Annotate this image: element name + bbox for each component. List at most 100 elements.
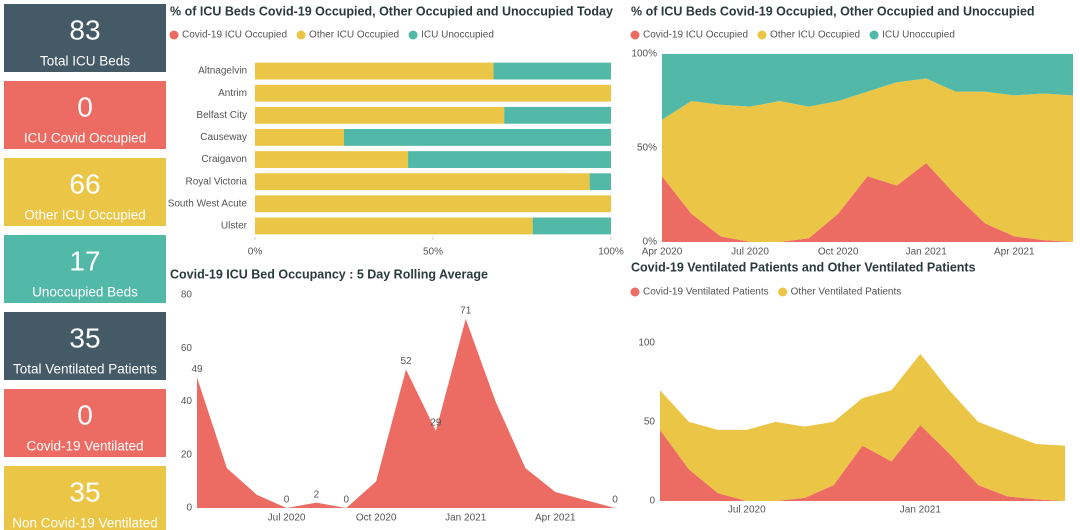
bar-segment	[255, 129, 344, 146]
y-tick-label: 0	[649, 496, 655, 507]
x-tick-label: Apr 2020	[642, 247, 683, 258]
x-tick-label: Oct 2020	[356, 513, 397, 524]
legend-swatch	[296, 30, 306, 40]
bar-segment	[255, 106, 505, 124]
bar-segment	[493, 62, 611, 80]
y-tick-label: Craigavon	[201, 154, 247, 165]
x-tick-label: Jul 2020	[731, 247, 769, 258]
kpi-value: 17	[69, 245, 100, 276]
x-tick-label: 50%	[423, 247, 443, 258]
data-label: 71	[460, 306, 472, 317]
y-tick-label: Antrim	[218, 88, 247, 99]
kpi-label: ICU Covid Occupied	[24, 131, 146, 146]
data-label: 29	[430, 417, 442, 428]
kpi-value: 83	[69, 14, 100, 45]
bar-segment	[532, 217, 611, 235]
kpi-card	[4, 158, 166, 226]
kpi-card	[4, 389, 166, 457]
y-tick-label: 50%	[637, 143, 657, 154]
legend-label: Other ICU Occupied	[770, 30, 860, 41]
kpi-value: 0	[77, 91, 93, 122]
legend-swatch	[630, 30, 640, 40]
x-tick-label: 100%	[598, 247, 624, 258]
legend-label: ICU Unoccupied	[882, 30, 955, 41]
legend-swatch	[630, 287, 640, 297]
kpi-card	[4, 81, 166, 149]
kpi-card	[4, 312, 166, 380]
data-label: 52	[400, 356, 412, 367]
bar-segment	[255, 173, 590, 191]
kpi-label: Non Covid-19 Ventilated	[12, 516, 158, 530]
chart-title: Covid-19 Ventilated Patients and Other V…	[631, 260, 976, 274]
kpi-value: 35	[69, 476, 100, 507]
y-tick-label: 20	[181, 449, 193, 460]
x-tick-label: Jan 2021	[900, 505, 942, 516]
bar-segment	[255, 151, 409, 168]
y-tick-label: South West Acute	[168, 198, 248, 209]
legend-label: Covid-19 ICU Occupied	[643, 30, 748, 41]
x-tick-label: 0%	[248, 247, 263, 258]
data-label: 0	[344, 495, 350, 506]
x-tick-label: Jul 2020	[268, 513, 306, 524]
x-tick-label: Oct 2020	[818, 247, 859, 258]
legend-swatch	[757, 30, 767, 40]
bar-segment	[344, 129, 611, 146]
y-tick-label: 60	[181, 343, 193, 354]
y-tick-label: 100	[638, 337, 655, 348]
x-tick-label: Jan 2021	[906, 247, 948, 258]
bar-segment	[408, 151, 611, 168]
y-tick-label: 40	[181, 396, 193, 407]
legend-swatch	[408, 30, 418, 40]
kpi-value: 35	[69, 322, 100, 353]
area	[197, 318, 615, 508]
bar-segment	[255, 217, 533, 235]
legend-swatch	[869, 30, 879, 40]
y-tick-label: 0%	[643, 237, 658, 248]
area	[660, 425, 1065, 501]
kpi-card	[4, 235, 166, 303]
legend-label: Covid-19 ICU Occupied	[182, 30, 287, 41]
kpi-label: Other ICU Occupied	[24, 208, 146, 223]
y-tick-label: 100%	[631, 49, 657, 60]
y-tick-label: Belfast City	[196, 110, 247, 121]
kpi-label: Covid-19 Ventilated	[26, 439, 143, 454]
chart-title: Covid-19 ICU Bed Occupancy : 5 Day Rolli…	[170, 267, 488, 281]
bar-segment	[255, 62, 494, 80]
legend-swatch	[169, 30, 179, 40]
area	[662, 54, 1073, 120]
chart-title: % of ICU Beds Covid-19 Occupied, Other O…	[170, 4, 613, 18]
legend-label: Covid-19 Ventilated Patients	[643, 287, 769, 298]
area	[662, 78, 1073, 242]
legend-swatch	[778, 287, 788, 297]
area	[660, 353, 1065, 501]
kpi-value: 66	[69, 168, 100, 199]
y-tick-label: Causeway	[200, 132, 247, 143]
data-label: 2	[314, 489, 320, 500]
x-tick-label: Apr 2021	[994, 247, 1035, 258]
legend-label: Other Ventilated Patients	[791, 287, 902, 298]
y-tick-label: 50	[644, 417, 656, 428]
legend-label: ICU Unoccupied	[421, 30, 494, 41]
kpi-value: 0	[77, 399, 93, 430]
bar-segment	[255, 84, 611, 102]
x-tick-label: Apr 2021	[535, 513, 576, 524]
y-tick-label: Altnagelvin	[198, 66, 247, 77]
bar-segment	[589, 173, 611, 191]
legend-label: Other ICU Occupied	[309, 30, 399, 41]
data-label: 0	[284, 495, 290, 506]
y-tick-label: Royal Victoria	[185, 176, 247, 187]
chart-title: % of ICU Beds Covid-19 Occupied, Other O…	[631, 4, 1035, 18]
kpi-label: Total ICU Beds	[40, 54, 130, 69]
data-label: 49	[191, 364, 203, 375]
y-tick-label: 80	[181, 290, 193, 301]
y-tick-label: Ulster	[221, 221, 248, 232]
bar-segment	[255, 195, 611, 213]
kpi-label: Unoccupied Beds	[32, 285, 138, 300]
kpi-label: Total Ventilated Patients	[13, 362, 157, 377]
area	[662, 163, 1073, 242]
kpi-card	[4, 4, 166, 72]
x-tick-label: Jul 2020	[728, 505, 766, 516]
y-tick-label: 0	[186, 503, 192, 514]
bar-segment	[504, 106, 611, 124]
